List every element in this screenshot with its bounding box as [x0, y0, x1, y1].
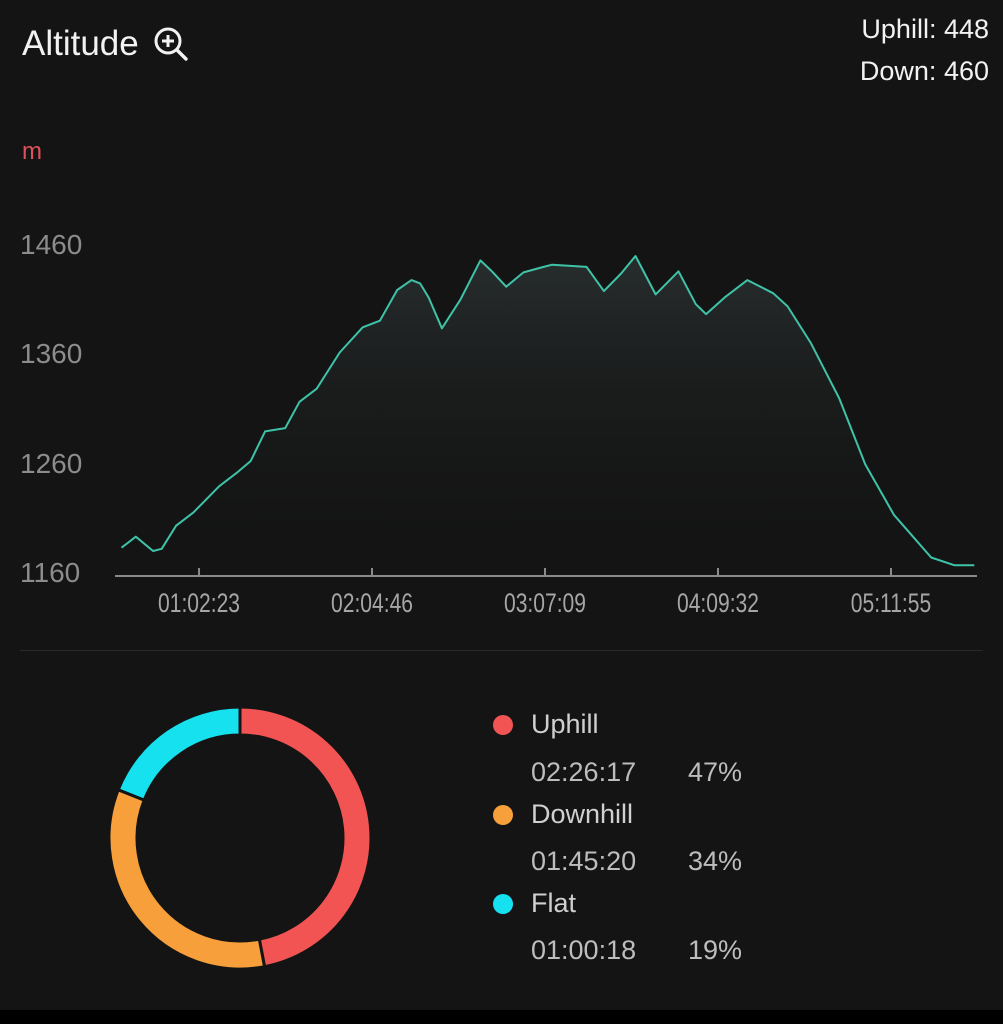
legend-uphill: Uphill	[493, 709, 599, 740]
downhill-time: 01:45:20	[531, 846, 637, 876]
downhill-total: Down: 460	[859, 56, 989, 86]
uphill-percent: 47%	[688, 757, 743, 787]
legend-label: Downhill	[531, 799, 634, 829]
legend-flat: Flat	[493, 888, 576, 919]
zoom-in-icon[interactable]	[153, 26, 189, 62]
bottom-bar	[0, 1010, 1003, 1024]
elevation-summary: Uphill: 448 Down: 460	[860, 8, 989, 92]
legend-downhill-stat: 01:45:20 34%	[531, 846, 742, 877]
y-tick-label: 1260	[20, 448, 83, 479]
flat-time: 01:00:18	[531, 935, 637, 965]
legend-label: Uphill	[531, 709, 599, 739]
y-tick-label: 1360	[20, 338, 83, 369]
downhill-percent: 34%	[688, 846, 743, 876]
donut-slice-flat	[116, 705, 242, 803]
legend-uphill-stat: 02:26:17 47%	[531, 757, 742, 788]
title-text: Altitude	[22, 24, 139, 63]
y-tick-label: 1160	[20, 557, 81, 588]
uphill-time: 02:26:17	[531, 757, 637, 787]
donut-slice-uphill	[238, 705, 373, 969]
legend-downhill: Downhill	[493, 799, 633, 830]
altitude-line	[120, 255, 975, 567]
altitude-chart: 01:02:23 02:04:46 03:07:09 04:09:32 05:11:55	[115, 255, 977, 619]
y-axis-unit: m	[22, 138, 42, 165]
x-tick-label: 03:07:09	[504, 589, 586, 619]
downhill-dot-icon	[493, 804, 513, 825]
legend-label: Flat	[531, 888, 577, 918]
section-divider	[20, 650, 983, 651]
y-tick-label: 1460	[20, 229, 83, 260]
x-tick-label: 04:09:32	[677, 589, 759, 619]
donut-slice-downhill	[107, 787, 267, 971]
terrain-donut-chart	[107, 705, 373, 971]
uphill-dot-icon	[493, 714, 513, 735]
x-tick-label: 01:02:23	[158, 589, 240, 619]
x-tick-label: 05:11:55	[851, 589, 931, 619]
uphill-total: Uphill: 448	[861, 14, 989, 44]
altitude-area-fill	[121, 256, 975, 574]
legend-flat-stat: 01:00:18 19%	[531, 935, 742, 966]
flat-percent: 19%	[688, 935, 743, 965]
x-tick-label: 02:04:46	[331, 589, 413, 619]
flat-dot-icon	[493, 893, 513, 914]
chart-title: Altitude	[22, 24, 189, 64]
